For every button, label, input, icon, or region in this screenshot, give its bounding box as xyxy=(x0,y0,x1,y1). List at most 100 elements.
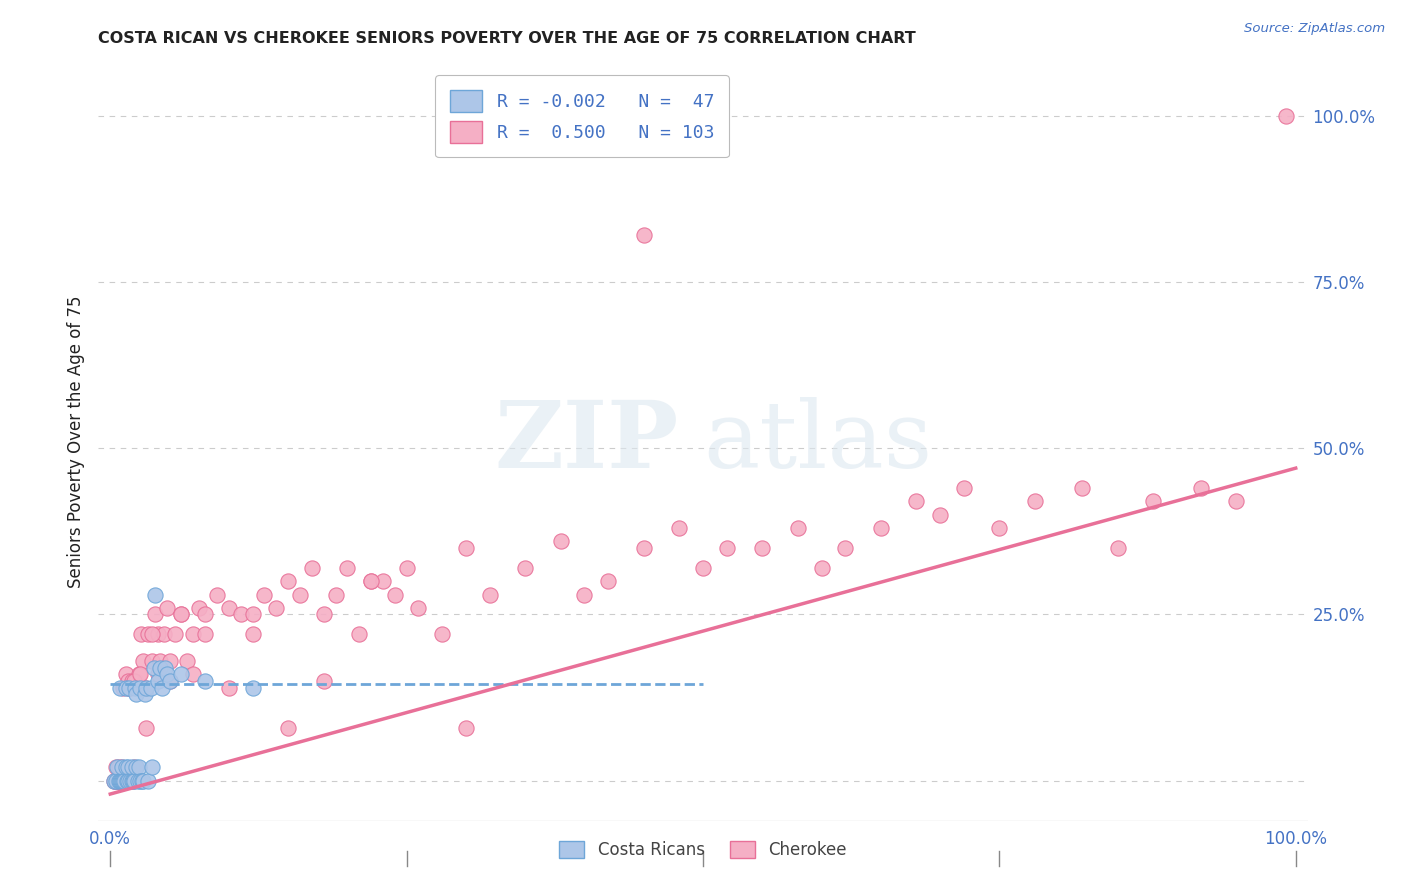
Point xyxy=(104,773,127,788)
Point xyxy=(242,607,264,622)
Point xyxy=(114,667,136,681)
Point xyxy=(149,654,172,668)
Point xyxy=(108,681,131,695)
Point xyxy=(188,600,211,615)
Point xyxy=(277,721,299,735)
Point xyxy=(132,773,155,788)
Point xyxy=(194,627,217,641)
Point xyxy=(122,773,145,788)
Point xyxy=(141,654,163,668)
Point xyxy=(128,667,150,681)
Point xyxy=(115,773,138,788)
Point xyxy=(127,773,149,788)
Point xyxy=(107,773,129,788)
Text: Source: ZipAtlas.com: Source: ZipAtlas.com xyxy=(1244,22,1385,36)
Point xyxy=(277,574,299,589)
Point xyxy=(125,760,148,774)
Point xyxy=(988,521,1011,535)
Point xyxy=(105,760,128,774)
Point xyxy=(111,773,134,788)
Point xyxy=(810,561,832,575)
Point xyxy=(478,587,501,601)
Point xyxy=(121,773,143,788)
Point xyxy=(550,534,572,549)
Point xyxy=(104,773,127,788)
Point xyxy=(143,587,166,601)
Point xyxy=(834,541,856,555)
Point xyxy=(103,773,125,788)
Point xyxy=(242,681,264,695)
Point xyxy=(105,773,128,788)
Point xyxy=(218,600,240,615)
Point xyxy=(181,627,204,641)
Point xyxy=(360,574,382,589)
Point xyxy=(114,681,136,695)
Point xyxy=(574,587,596,601)
Point xyxy=(515,561,537,575)
Point xyxy=(117,681,139,695)
Point xyxy=(454,541,477,555)
Point xyxy=(170,607,193,622)
Point xyxy=(384,587,406,601)
Point xyxy=(122,760,145,774)
Point xyxy=(110,773,132,788)
Point xyxy=(135,721,157,735)
Point xyxy=(929,508,952,522)
Point xyxy=(143,607,166,622)
Point xyxy=(128,760,150,774)
Point xyxy=(114,773,136,788)
Point xyxy=(301,561,323,575)
Point xyxy=(114,760,136,774)
Point xyxy=(108,773,131,788)
Point xyxy=(159,654,181,668)
Point xyxy=(347,627,370,641)
Point xyxy=(598,574,620,589)
Point xyxy=(108,773,131,788)
Point xyxy=(118,681,141,695)
Point xyxy=(105,773,128,788)
Point xyxy=(692,561,714,575)
Point xyxy=(105,773,128,788)
Point xyxy=(111,760,134,774)
Text: COSTA RICAN VS CHEROKEE SENIORS POVERTY OVER THE AGE OF 75 CORRELATION CHART: COSTA RICAN VS CHEROKEE SENIORS POVERTY … xyxy=(98,31,917,46)
Point xyxy=(1189,481,1212,495)
Point xyxy=(170,607,193,622)
Point xyxy=(152,681,174,695)
Point xyxy=(120,681,142,695)
Text: atlas: atlas xyxy=(703,397,932,486)
Point xyxy=(139,681,162,695)
Point xyxy=(124,681,146,695)
Point xyxy=(112,681,135,695)
Point xyxy=(1107,541,1129,555)
Point xyxy=(103,773,125,788)
Point xyxy=(1024,494,1046,508)
Point xyxy=(121,773,143,788)
Point xyxy=(218,681,240,695)
Point xyxy=(122,673,145,688)
Point xyxy=(253,587,276,601)
Point xyxy=(125,673,148,688)
Point xyxy=(264,600,287,615)
Point xyxy=(120,773,142,788)
Point xyxy=(114,773,136,788)
Point xyxy=(170,667,193,681)
Point xyxy=(135,681,157,695)
Point xyxy=(288,587,311,601)
Point xyxy=(1225,494,1247,508)
Point xyxy=(194,673,217,688)
Point xyxy=(1142,494,1164,508)
Point xyxy=(111,760,134,774)
Point xyxy=(115,773,138,788)
Point xyxy=(454,721,477,735)
Point xyxy=(131,773,153,788)
Point xyxy=(129,667,152,681)
Point xyxy=(159,673,181,688)
Point xyxy=(146,667,169,681)
Point xyxy=(136,773,159,788)
Point xyxy=(408,600,430,615)
Point xyxy=(141,627,163,641)
Point xyxy=(136,627,159,641)
Point xyxy=(149,661,172,675)
Point xyxy=(152,627,174,641)
Point xyxy=(668,521,690,535)
